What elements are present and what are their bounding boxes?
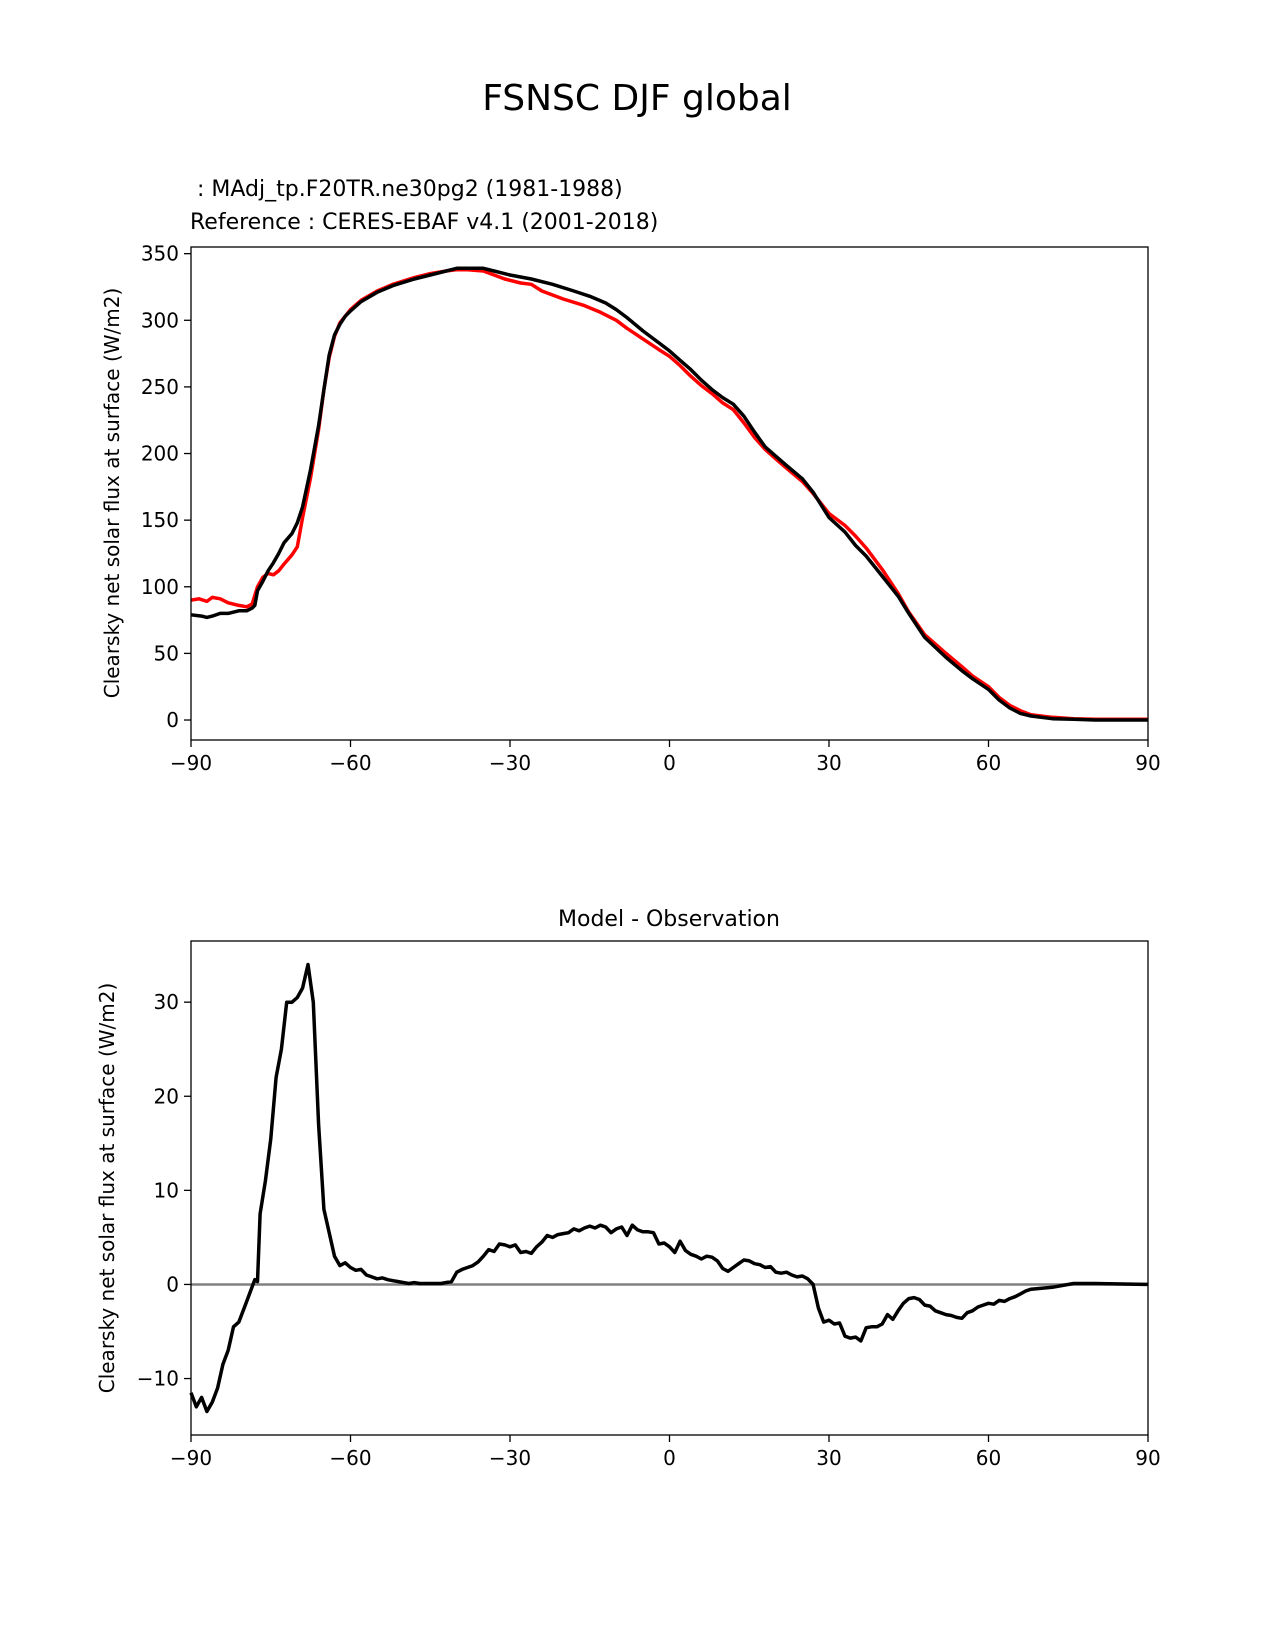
bottom-series-line-0 (189, 962, 1149, 1414)
top-axes-frame (190, 246, 1149, 741)
top-xtick-label: 90 (1135, 751, 1160, 775)
bottom-xtick-label: 30 (816, 1446, 841, 1470)
bottom-axes-frame (190, 940, 1149, 1436)
top-ytick-label: 100 (141, 575, 179, 599)
bottom-xtick-label: −30 (489, 1446, 531, 1470)
bottom-ytick-label: 30 (154, 990, 179, 1014)
top-xtick-label: −60 (329, 751, 371, 775)
top-plot-area (191, 247, 1148, 740)
bottom-series (189, 962, 1149, 1414)
top-xtick-label: 60 (976, 751, 1001, 775)
top-series-line-1 (190, 266, 1148, 722)
top-ytick-label: 200 (141, 442, 179, 466)
top-ytick-label: 250 (141, 375, 179, 399)
bottom-ytick-label: 20 (154, 1084, 179, 1108)
bottom-xtick-label: 60 (976, 1446, 1001, 1470)
bottom-panel: Model - Observation −90 −60 −30 0 30 60 90 −10 0… (95, 907, 1161, 1470)
bottom-xtick-label: 90 (1135, 1446, 1160, 1470)
top-ytick-label: 300 (141, 308, 179, 332)
bottom-xtick-label: −90 (170, 1446, 212, 1470)
top-ticks: −90 −60 −30 0 30 60 90 0 50 100 150 200 250 300 350 (141, 242, 1161, 775)
top-series (190, 266, 1148, 722)
bottom-xtick-label: 0 (663, 1446, 676, 1470)
bottom-plot-area (191, 941, 1148, 1435)
top-ytick-label: 350 (141, 242, 179, 266)
bottom-xtick-label: −60 (329, 1446, 371, 1470)
top-panel: : MAdj_tp.F20TR.ne30pg2 (1981-1988) Refe… (100, 177, 1161, 775)
top-ytick-label: 50 (154, 641, 179, 665)
bottom-ytick-label: −10 (137, 1367, 179, 1391)
top-xtick-label: −90 (170, 751, 212, 775)
bottom-ytick-label: 10 (154, 1178, 179, 1202)
top-xtick-label: 30 (816, 751, 841, 775)
bottom-ytick-label: 0 (166, 1272, 179, 1296)
top-xtick-label: −30 (489, 751, 531, 775)
top-ytick-label: 150 (141, 508, 179, 532)
top-xtick-label: 0 (663, 751, 676, 775)
top-title-test-line: : MAdj_tp.F20TR.ne30pg2 (1981-1988) (190, 177, 623, 202)
top-title-reference-line: Reference : CERES-EBAF v4.1 (2001-2018) (190, 210, 658, 235)
bottom-title: Model - Observation (558, 907, 780, 932)
figure-title: FSNSC DJF global (482, 78, 792, 119)
top-ylabel: Clearsky net solar flux at surface (W/m2… (100, 288, 124, 699)
bottom-ylabel: Clearsky net solar flux at surface (W/m2… (95, 983, 119, 1394)
bottom-ticks: −90 −60 −30 0 30 60 90 −10 0 10 20 30 (137, 990, 1161, 1470)
top-ytick-label: 0 (166, 708, 179, 732)
